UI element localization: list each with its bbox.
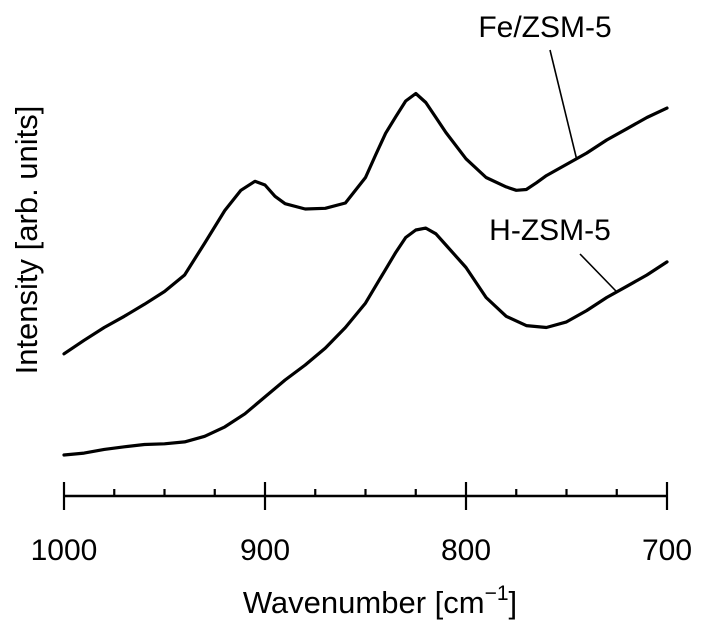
series-line-h-zsm-5 — [62, 226, 669, 457]
series-line-fe-zsm-5 — [62, 91, 669, 356]
x-tick-label: 1000 — [31, 534, 98, 567]
plot-area: Fe/ZSM-5 H-ZSM-5 — [62, 11, 669, 457]
x-axis-title-superscript: −1 — [485, 582, 509, 605]
x-ticks: 1000 900 800 700 — [31, 482, 692, 567]
x-axis-title: Wavenumber [cm−1] — [243, 582, 517, 620]
x-axis: 1000 900 800 700 — [31, 482, 692, 567]
series-label-h-zsm-5: H-ZSM-5 — [489, 214, 611, 247]
x-tick-label: 700 — [642, 534, 692, 567]
y-axis-title: Intensity [arb. units] — [9, 106, 44, 375]
series-label-fe-zsm-5: Fe/ZSM-5 — [478, 11, 611, 44]
series-label-leader-h-zsm-5 — [579, 253, 618, 293]
x-tick-label: 900 — [240, 534, 290, 567]
x-axis-title-main: Wavenumber [cm — [243, 585, 485, 620]
series-label-leader-fe-zsm-5 — [549, 49, 578, 159]
x-tick-label: 800 — [441, 534, 491, 567]
x-axis-title-close: ] — [509, 585, 518, 620]
